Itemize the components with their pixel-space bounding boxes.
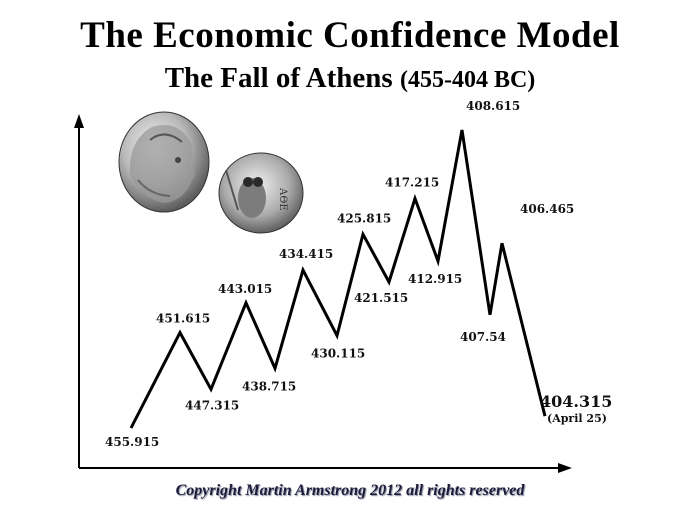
point-label-3: 443.015 <box>218 282 272 296</box>
subtitle-text: The Fall of Athens <box>164 62 393 94</box>
athena-coin-icon <box>118 111 210 213</box>
x-axis-arrow <box>558 463 572 473</box>
point-label-8: 421.515 <box>354 291 408 305</box>
point-label-2: 447.315 <box>185 398 239 412</box>
point-label-13: 406.465 <box>520 202 574 216</box>
point-note-14: (April 25) <box>547 412 607 425</box>
point-label-0: 455.915 <box>105 435 159 449</box>
y-axis-arrow <box>74 114 84 128</box>
point-label-4: 438.715 <box>242 379 296 393</box>
series-line <box>129 129 547 429</box>
point-label-1: 451.615 <box>156 312 210 326</box>
chart-title: The Economic Confidence Model <box>80 15 620 56</box>
point-label-9: 417.215 <box>385 176 439 190</box>
point-label-12: 407.54 <box>460 330 506 344</box>
subtitle-range: (455-404 BC) <box>399 67 536 93</box>
point-labels: 455.915 451.615 447.315 443.015 438.715 434.4… <box>105 99 612 449</box>
point-label-10: 412.915 <box>408 272 462 286</box>
copyright-notice: Copyright Martin Armstrong 2012 all righ… <box>175 482 525 499</box>
point-label-14: 404.315 <box>540 392 612 411</box>
owl-coin-icon: ΑΘΕ <box>218 152 304 234</box>
point-label-5: 434.415 <box>279 247 333 261</box>
axes <box>74 114 572 473</box>
point-label-7: 425.815 <box>337 211 391 225</box>
point-label-11: 408.615 <box>466 99 520 113</box>
svg-text:ΑΘΕ: ΑΘΕ <box>277 187 288 211</box>
chart-subtitle: The Fall of Athens (455-404 BC) <box>0 62 700 95</box>
point-label-6: 430.115 <box>311 347 365 361</box>
